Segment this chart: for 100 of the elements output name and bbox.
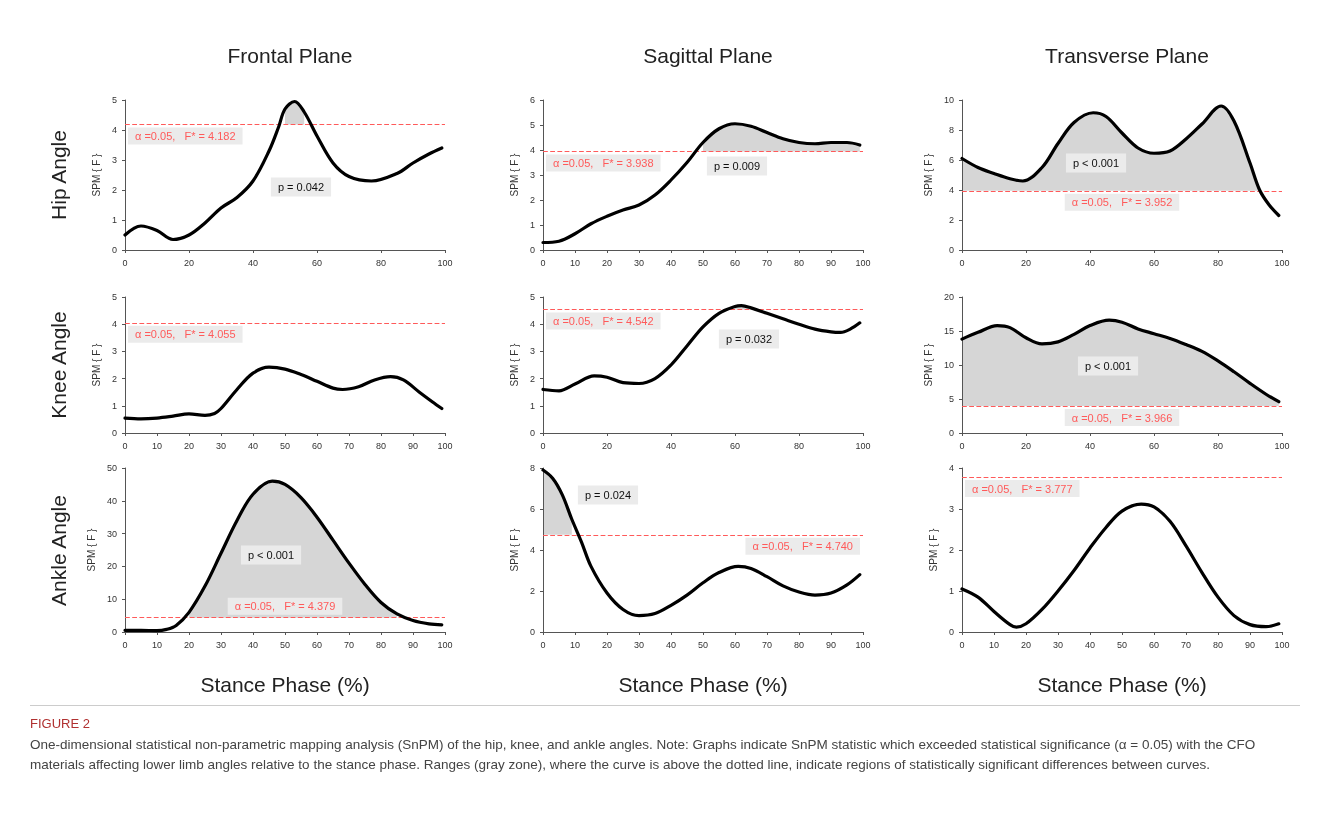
y-tick-label: 6 (948, 155, 954, 165)
x-axis-title: Stance Phase (%) (200, 673, 370, 696)
x-tick-label: 60 (311, 440, 323, 451)
y-tick-label: 8 (948, 125, 954, 135)
y-tick-label: 10 (106, 594, 117, 605)
y-axis-title: SPM { F } (922, 342, 934, 387)
x-tick-label: 40 (1084, 639, 1096, 650)
x-tick-label: 60 (729, 440, 741, 451)
x-tick-label: 10 (569, 639, 581, 650)
y-tick-label: 4 (948, 185, 954, 195)
x-tick-label: 90 (407, 639, 419, 650)
y-tick-label: 3 (948, 504, 954, 514)
y-tick-label: 0 (529, 428, 535, 438)
ref-line-label: α =0.05, F* = 4.379 (234, 600, 336, 613)
x-tick-label: 0 (540, 639, 546, 650)
x-tick-label: 30 (633, 639, 645, 650)
y-tick-label: 50 (106, 463, 117, 473)
x-tick-label: 60 (1148, 440, 1160, 451)
y-tick-label: 8 (529, 463, 535, 473)
x-tick-label: 80 (375, 639, 387, 650)
x-tick-label: 40 (665, 440, 677, 451)
y-axis-title: SPM { F } (508, 152, 520, 197)
y-axis-title: SPM { F } (90, 342, 102, 387)
x-tick-label: 30 (633, 257, 645, 268)
x-tick-label: 30 (215, 440, 227, 451)
y-tick-label: 0 (111, 245, 117, 255)
y-tick-label: 0 (529, 627, 535, 637)
ref-line-label: α =0.05, F* = 4.542 (553, 315, 654, 328)
y-tick-label: 2 (529, 373, 535, 384)
y-axis-title: SPM { F } (508, 342, 520, 387)
x-tick-label: 80 (1212, 639, 1224, 650)
x-tick-label: 80 (793, 440, 805, 451)
x-tick-label: 40 (1084, 440, 1096, 451)
x-tick-label: 50 (279, 639, 291, 650)
y-tick-label: 0 (948, 627, 954, 637)
ref-line-label: α =0.05, F* = 3.938 (553, 157, 654, 169)
x-tick-label: 30 (215, 639, 227, 650)
line-series (960, 104, 1281, 218)
x-tick-label: 0 (122, 639, 128, 650)
annotation: p < 0.001 (1072, 157, 1120, 169)
x-tick-label: 70 (343, 639, 355, 650)
text: Ankle Angle (46, 495, 70, 606)
x-tick-label: 100 (855, 257, 871, 268)
y-axis-title: SPM { F } (927, 527, 939, 572)
y-tick-label: 15 (943, 326, 954, 336)
chart-title: Frontal Plane (227, 44, 353, 67)
x-tick-label: 50 (697, 639, 709, 650)
x-tick-label: 20 (1020, 440, 1032, 451)
line-series (541, 122, 862, 245)
x-tick-label: 60 (1148, 257, 1160, 268)
chart-title: Transverse Plane (1045, 44, 1209, 67)
text: Knee Angle (46, 311, 70, 419)
x-tick-label: 40 (247, 639, 259, 650)
y-tick-label: 6 (529, 95, 535, 105)
x-tick-label: 80 (1212, 257, 1224, 268)
y-tick-label: 2 (948, 545, 954, 555)
annotation: p = 0.009 (713, 160, 761, 172)
y-tick-label: 3 (111, 346, 117, 357)
x-tick-label: 80 (375, 257, 387, 268)
x-tick-label: 50 (697, 257, 709, 268)
x-tick-label: 100 (1274, 639, 1290, 650)
ref-line-label: α =0.05, F* = 3.952 (1071, 196, 1173, 209)
x-tick-label: 80 (793, 257, 805, 268)
x-tick-label: 60 (1148, 639, 1160, 650)
y-tick-label: 4 (111, 319, 117, 330)
line-series (960, 502, 1281, 629)
y-tick-label: 0 (111, 428, 117, 438)
x-tick-label: 0 (122, 440, 128, 451)
x-tick-label: 60 (729, 257, 741, 268)
x-tick-label: 90 (1244, 639, 1256, 650)
x-tick-label: 100 (855, 639, 871, 650)
line-series (123, 365, 444, 421)
annotation: p = 0.042 (277, 181, 325, 193)
x-tick-label: 10 (151, 639, 163, 650)
y-tick-label: 4 (529, 319, 535, 330)
x-tick-label: 20 (183, 639, 195, 650)
y-tick-label: 1 (529, 400, 535, 411)
x-tick-label: 80 (793, 639, 805, 650)
x-tick-label: 20 (183, 440, 195, 451)
x-tick-label: 40 (1084, 257, 1096, 268)
annotation: p = 0.032 (725, 333, 773, 345)
x-tick-label: 50 (279, 440, 291, 451)
y-tick-label: 4 (529, 145, 535, 155)
text: Hip Angle (46, 130, 70, 220)
x-tick-label: 20 (183, 257, 195, 268)
y-tick-label: 6 (529, 504, 535, 514)
ref-line-label: α =0.05, F* = 4.182 (135, 130, 236, 143)
y-tick-label: 5 (111, 292, 117, 302)
x-tick-label: 20 (601, 639, 613, 650)
x-tick-label: 100 (437, 440, 453, 451)
ref-line-label: α =0.05, F* = 3.777 (972, 482, 1073, 495)
y-tick-label: 4 (529, 545, 535, 555)
y-tick-label: 3 (529, 170, 535, 180)
annotation: p < 0.001 (1084, 360, 1132, 372)
x-tick-label: 80 (1212, 440, 1224, 451)
y-tick-label: 20 (106, 561, 117, 572)
y-tick-label: 0 (529, 245, 535, 255)
line-series (541, 304, 862, 393)
x-tick-label: 0 (959, 257, 965, 268)
x-tick-label: 60 (729, 639, 741, 650)
